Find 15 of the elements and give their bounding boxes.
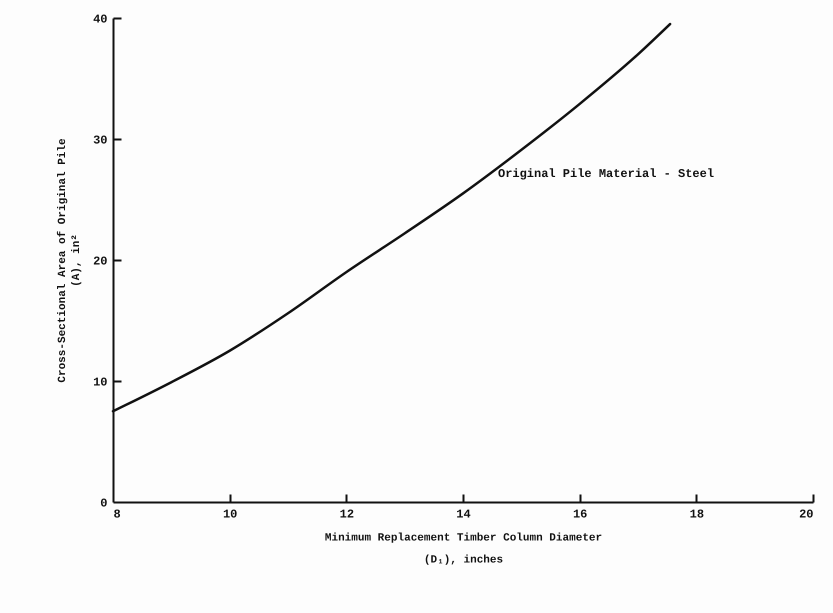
y-tick-label: 30	[93, 134, 108, 148]
annotation: Original Pile Material - Steel	[498, 166, 714, 181]
x-tick-label: 8	[114, 508, 121, 522]
y-tick-label: 10	[93, 376, 108, 390]
y-axis-title: Cross-Sectional Area of Original Pile (A), in²	[56, 138, 84, 383]
x-tick-label: 10	[222, 508, 238, 522]
x-tick-label: 16	[572, 508, 588, 522]
x-tick-label: 14	[456, 508, 471, 522]
x-tick-label: 20	[799, 508, 814, 522]
x-axis-title: Minimum Replacement Timber Column Diameter (D₁), inches	[324, 532, 602, 566]
y-tick-label: 20	[93, 254, 108, 268]
x-tick-label: 18	[690, 508, 704, 522]
y-tick-label: 0	[100, 496, 108, 510]
y-tick-label: 40	[93, 12, 108, 26]
x-tick-label: 12	[340, 508, 354, 522]
